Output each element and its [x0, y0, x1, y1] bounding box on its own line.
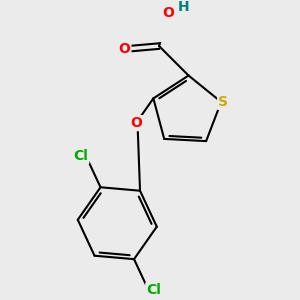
Text: O: O: [162, 6, 174, 20]
Text: Cl: Cl: [146, 283, 161, 297]
Text: H: H: [178, 0, 190, 14]
Text: O: O: [130, 116, 142, 130]
Text: Cl: Cl: [74, 149, 88, 163]
Text: O: O: [118, 42, 130, 56]
Text: S: S: [218, 95, 228, 109]
